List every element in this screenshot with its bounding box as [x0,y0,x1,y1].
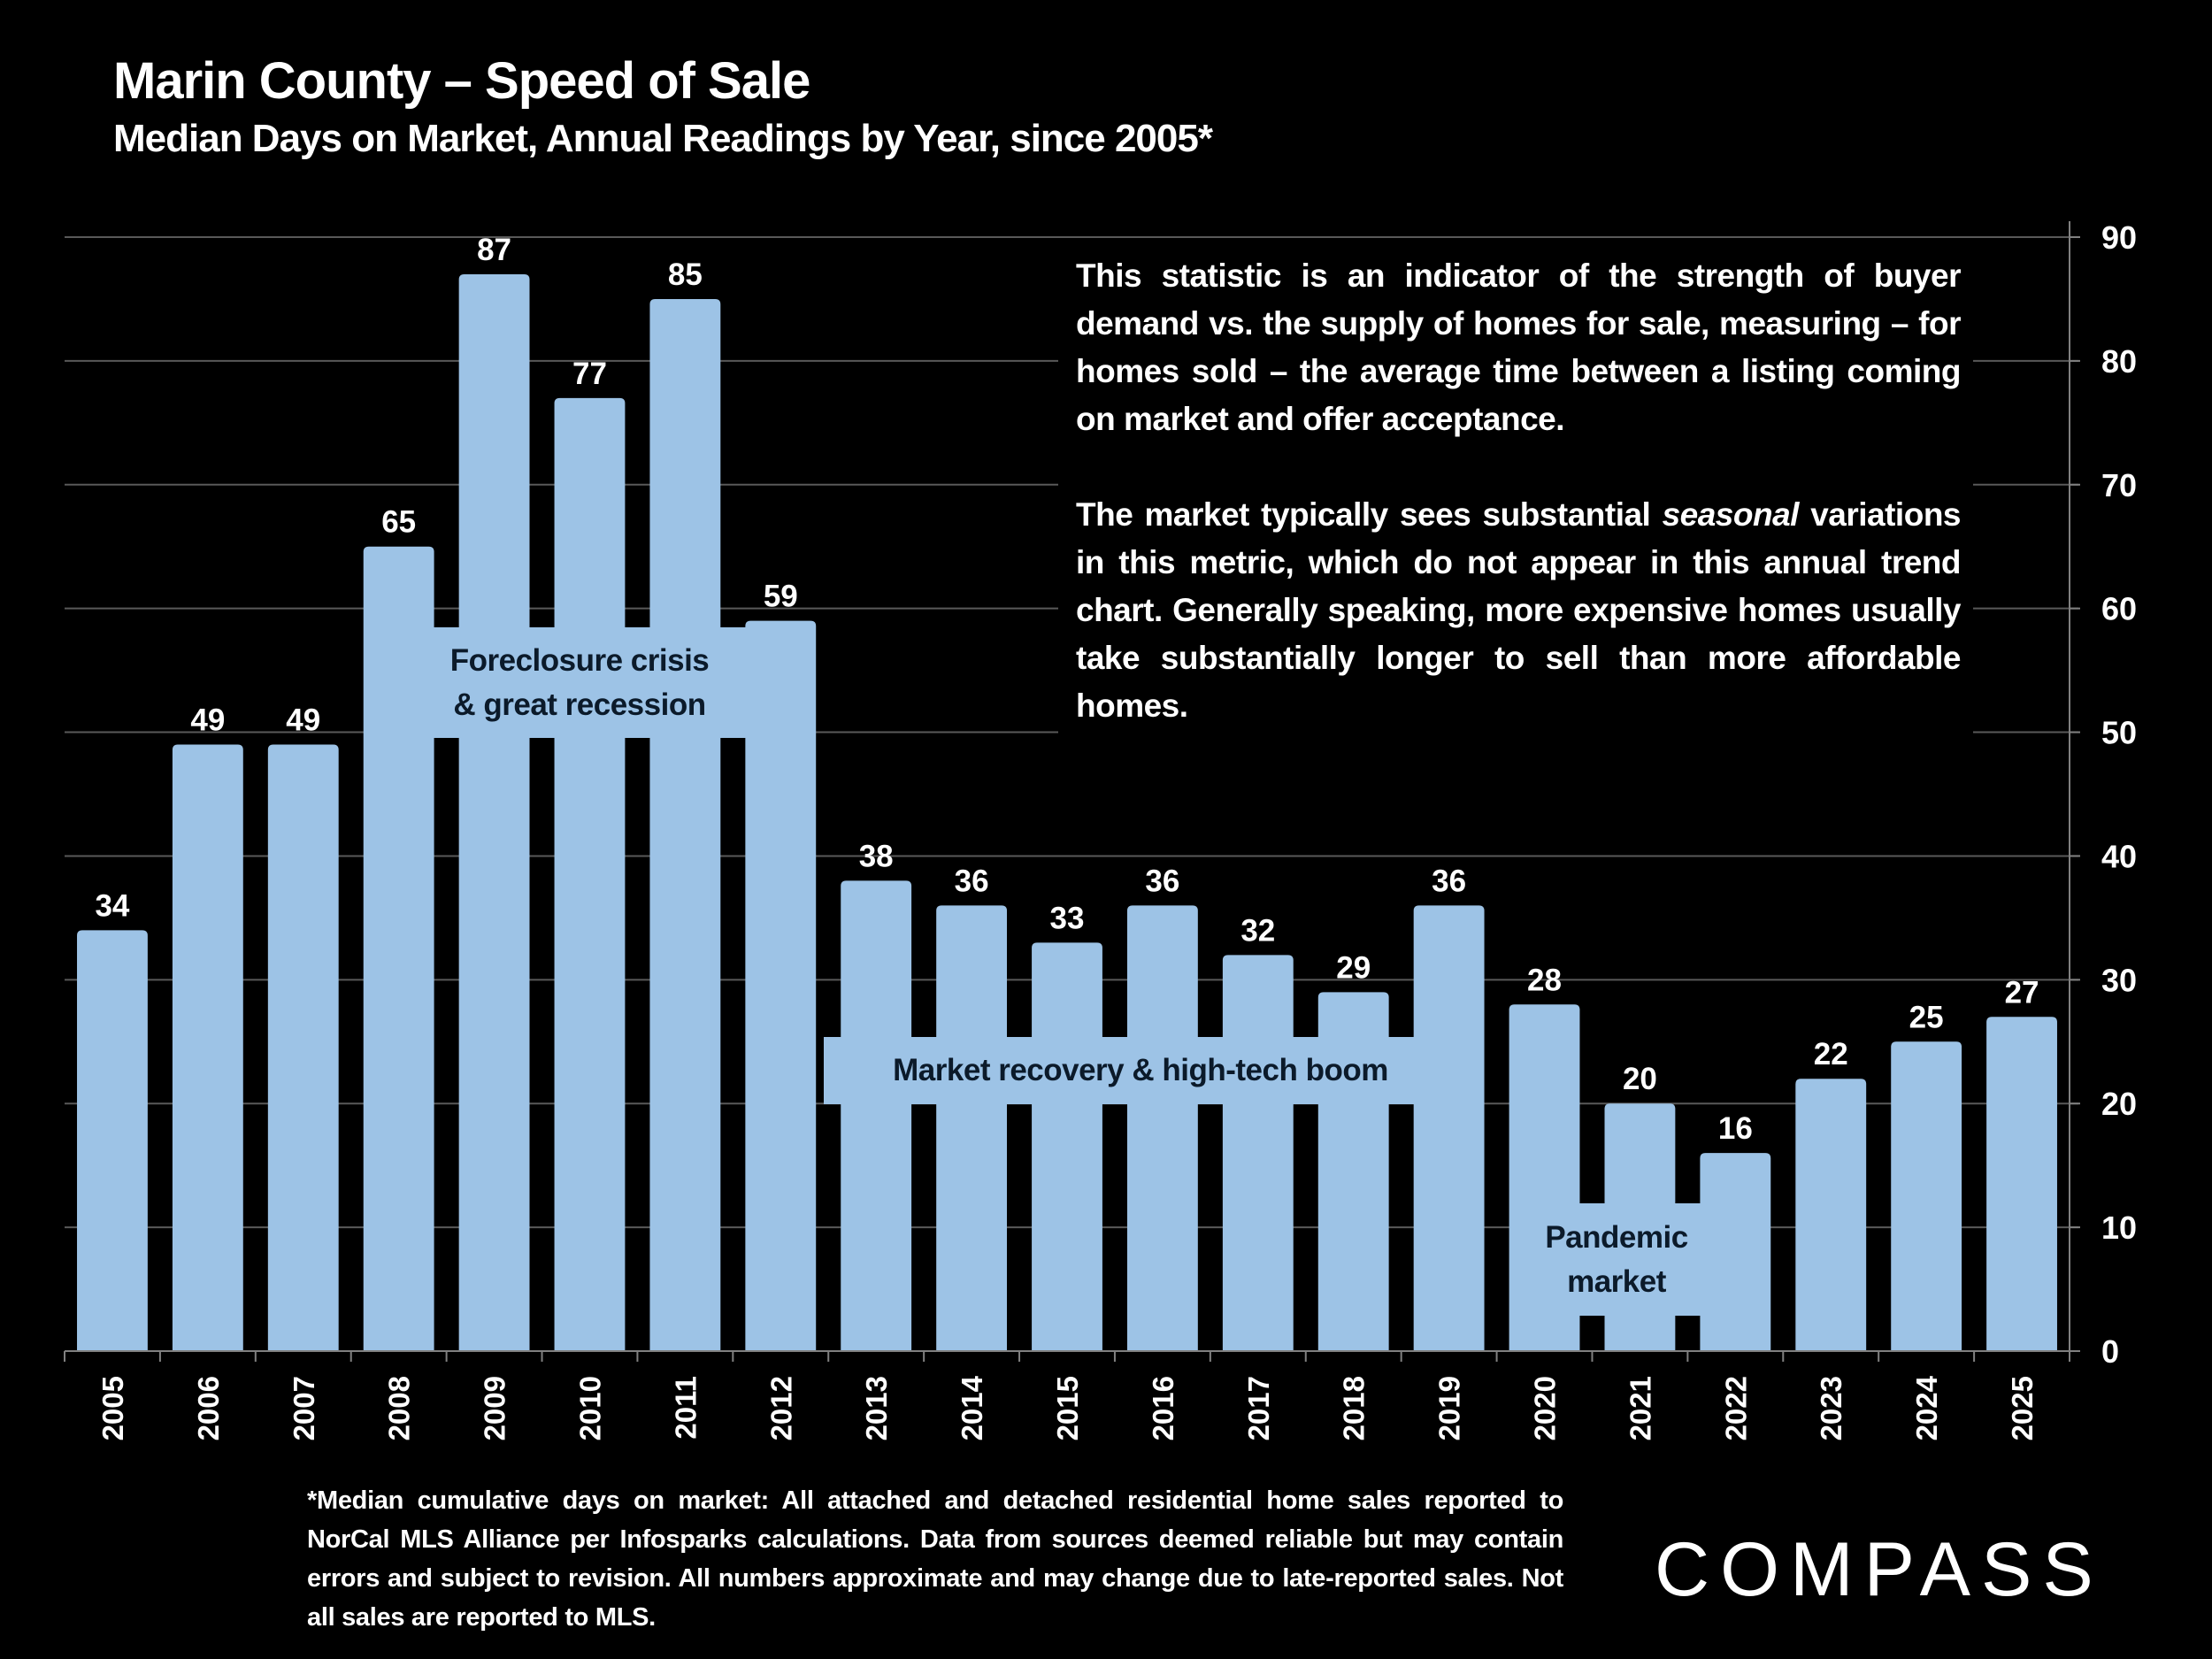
bar-2017 [1222,955,1294,1351]
x-tick-label: 2005 [96,1376,129,1440]
annotation-pandemic: Pandemic market [1524,1203,1709,1316]
value-label: 49 [286,703,320,738]
value-label: 25 [1909,1000,1944,1034]
y-tick-label: 10 [2101,1210,2137,1246]
x-tick-label: 2016 [1147,1376,1179,1440]
value-label: 49 [190,703,225,738]
y-tick-label: 70 [2101,467,2137,503]
x-tick-label: 2019 [1433,1376,1466,1440]
bar-2013 [841,880,912,1351]
value-label: 34 [95,888,129,923]
y-tick-label: 0 [2101,1333,2119,1370]
bar-2007 [267,744,339,1351]
value-label: 36 [1145,864,1179,898]
value-label: 22 [1814,1037,1848,1071]
value-label: 20 [1623,1062,1657,1096]
value-label: 36 [955,864,989,898]
bar-2012 [745,620,817,1351]
y-tick-label: 50 [2101,715,2137,751]
bar-2015 [1032,942,1102,1351]
value-label: 65 [381,505,416,540]
annotation-foreclosure: Foreclosure crisis & great recession [413,627,746,738]
x-tick-label: 2011 [669,1376,702,1440]
x-tick-label: 2021 [1624,1376,1656,1440]
value-label: 33 [1050,901,1085,935]
value-label: 36 [1432,864,1466,898]
value-label: 85 [668,257,703,292]
x-tick-label: 2008 [383,1376,416,1440]
value-label: 38 [859,839,894,873]
y-tick-label: 20 [2101,1086,2137,1122]
chart-title: Marin County – Speed of Sale [113,52,810,110]
note-text: The market typically sees substantial [1076,496,1663,533]
x-tick-label: 2013 [860,1376,893,1440]
y-tick-label: 80 [2101,343,2137,380]
x-tick-label: 2025 [2006,1376,2039,1440]
value-label: 28 [1527,963,1562,997]
annotation-line: Pandemic [1545,1219,1688,1255]
y-tick-label: 40 [2101,838,2137,874]
chart-subtitle: Median Days on Market, Annual Readings b… [113,117,1213,160]
y-tick-label: 90 [2101,219,2137,256]
bar-2025 [1986,1017,2057,1351]
value-label: 27 [2005,975,2039,1010]
y-tick-label: 60 [2101,591,2137,627]
value-label: 16 [1718,1111,1753,1146]
x-tick-label: 2024 [1910,1375,1943,1440]
x-tick-label: 2014 [956,1375,988,1440]
footnote: *Median cumulative days on market: All a… [307,1486,1563,1632]
note-text: variations in this metric, which do not … [1076,496,1962,724]
compass-logo: COMPASS [1655,1527,2104,1612]
x-tick-label: 2020 [1529,1376,1562,1440]
bar-2019 [1413,905,1485,1351]
bar-2022 [1700,1153,1771,1351]
value-label: 77 [572,357,607,391]
x-tick-label: 2009 [479,1376,511,1440]
explanatory-note: This statistic is an indicator of the st… [1058,252,1973,739]
note-italic-text: seasonal [1662,496,1800,533]
x-tick-label: 2007 [288,1376,320,1440]
value-label: 87 [477,233,511,267]
annotation-recovery: Market recovery & high-tech boom [824,1037,1457,1104]
bar-2008 [363,546,434,1351]
bar-2023 [1795,1079,1867,1351]
bar-2016 [1126,905,1198,1351]
note-paragraph-2: The market typically sees substantial se… [1076,491,1962,730]
x-tick-label: 2018 [1338,1376,1371,1440]
bar-2005 [77,930,148,1351]
x-tick-label: 2010 [573,1376,606,1440]
bar-2024 [1891,1041,1962,1351]
x-tick-label: 2023 [1815,1376,1847,1440]
x-tick-label: 2006 [192,1376,225,1440]
x-tick-label: 2022 [1719,1376,1752,1440]
bar-2009 [458,273,530,1351]
bar-2011 [649,298,721,1351]
bar-2010 [554,397,626,1351]
value-label: 32 [1240,913,1275,948]
bar-2014 [936,905,1008,1351]
y-tick-label: 30 [2101,962,2137,998]
x-tick-label: 2012 [764,1376,797,1440]
value-label: 59 [764,580,798,614]
x-tick-label: 2015 [1051,1376,1084,1440]
value-label: 29 [1336,950,1371,985]
note-paragraph-1: This statistic is an indicator of the st… [1076,257,1962,437]
annotation-line: Market recovery & high-tech boom [893,1053,1388,1087]
annotation-line: market [1567,1263,1666,1299]
bar-2006 [172,744,243,1351]
x-tick-label: 2017 [1242,1376,1275,1440]
annotation-line: Foreclosure crisis [449,642,710,678]
annotation-line: & great recession [453,687,706,722]
